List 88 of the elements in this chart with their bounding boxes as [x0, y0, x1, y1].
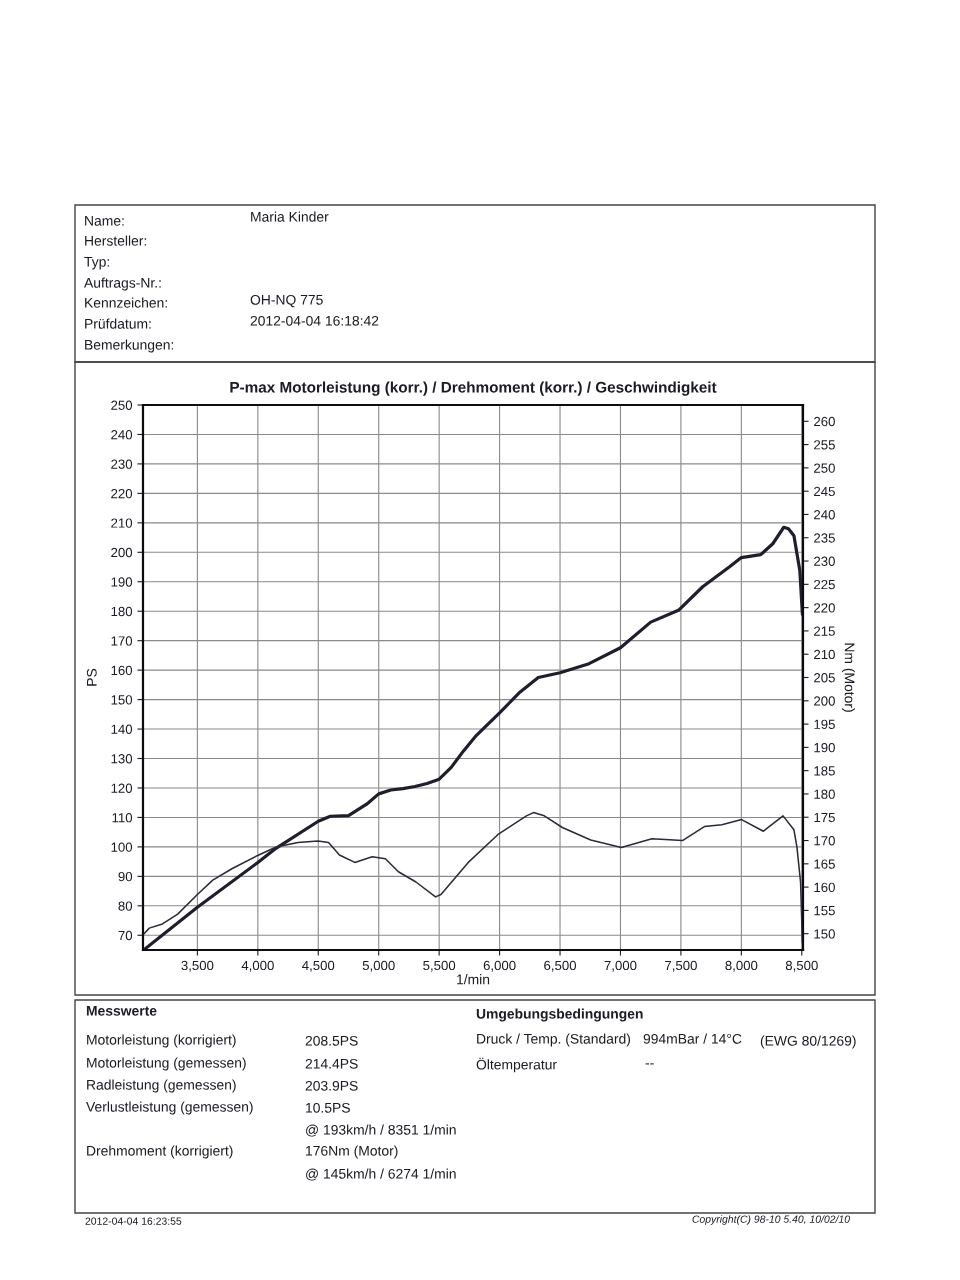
- text: Motorleistung (gemessen): [87, 1057, 246, 1071]
- x-tick-label: 6,000: [483, 960, 516, 972]
- y-tick-label: 130: [111, 754, 133, 764]
- y-tick-label: 80: [118, 901, 133, 911]
- y2-tick-label: 190: [814, 742, 835, 753]
- text: 203.9PS: [305, 1080, 358, 1091]
- text: Umgebungsbedingungen: [476, 1008, 643, 1022]
- y2-tick-label: 155: [814, 906, 835, 916]
- y2-tick-label: 260: [814, 416, 835, 427]
- y-tick-label: 190: [111, 577, 133, 587]
- text: 176Nm (Motor): [306, 1145, 398, 1159]
- text: OH-NQ 775: [250, 294, 323, 308]
- text: Prüfdatum:: [85, 318, 151, 329]
- y2-tick-label: 225: [814, 579, 835, 590]
- text: @ 145km/h / 6274 1/min: [306, 1168, 456, 1181]
- text: Kennzeichen:: [85, 297, 167, 308]
- y2-tick-label: 175: [814, 812, 835, 823]
- y2-tick-label: 220: [814, 603, 835, 613]
- text: 214.4PS: [305, 1058, 358, 1069]
- y-tick-label: 100: [111, 842, 133, 852]
- y2-axis-title: Nm (Motor): [841, 643, 855, 712]
- text: Verlustleistung (gemessen): [86, 1101, 253, 1115]
- text: Drehmoment (korrigiert): [87, 1145, 233, 1159]
- x-axis-title: 1/min: [457, 974, 490, 985]
- y2-tick-label: 215: [814, 626, 835, 636]
- x-tick-label: 4,000: [241, 960, 274, 972]
- x-tick-label: 4,500: [302, 960, 335, 972]
- text: 10.5PS: [306, 1102, 350, 1113]
- y2-tick-label: 195: [814, 719, 835, 729]
- y2-tick-label: 210: [814, 649, 835, 660]
- y2-tick-label: 165: [814, 859, 835, 869]
- y-tick-label: 220: [111, 488, 133, 499]
- text: @ 193km/h / 8351 1/min: [306, 1124, 456, 1137]
- y-tick-label: 150: [111, 695, 133, 705]
- y2-tick-label: 240: [814, 510, 835, 520]
- text: 2012-04-04 16:23:55: [85, 1217, 182, 1225]
- y2-tick-label: 235: [814, 533, 835, 543]
- text: Motorleistung (korrigiert): [87, 1034, 236, 1048]
- y2-tick-label: 250: [814, 463, 835, 473]
- text: Maria Kinder: [251, 211, 329, 222]
- y2-tick-label: 180: [814, 789, 835, 799]
- text: Typ:: [84, 257, 109, 270]
- y-tick-label: 210: [111, 518, 133, 528]
- y-tick-label: 230: [111, 459, 133, 469]
- y-tick-label: 120: [111, 783, 133, 793]
- y-tick-label: 110: [112, 813, 133, 823]
- y-tick-label: 70: [118, 930, 133, 941]
- x-tick-label: 8,500: [785, 960, 818, 972]
- text: Radleistung (gemessen): [87, 1079, 236, 1093]
- y-tick-label: 180: [111, 606, 133, 617]
- y-tick-label: 240: [111, 430, 133, 440]
- chart-title: P-max Motorleistung (korr.) / Drehmoment (korr.) / Geschwindigkeit: [230, 381, 717, 396]
- x-tick-label: 7,500: [665, 960, 697, 972]
- text: Auftrags-Nr.:: [84, 277, 161, 291]
- y-tick-label: 250: [111, 400, 133, 410]
- x-tick-label: 5,000: [362, 960, 395, 972]
- y-tick-label: 140: [111, 724, 133, 734]
- text: --: [645, 1063, 654, 1065]
- text: Name:: [85, 216, 124, 226]
- x-tick-label: 7,000: [604, 960, 637, 972]
- text: Bemerkungen:: [85, 339, 174, 353]
- text: Copyright(C) 98-10 5.40, 10/02/10: [692, 1215, 850, 1225]
- text: Messwerte: [86, 1006, 157, 1016]
- y2-tick-label: 150: [814, 929, 835, 939]
- y2-tick-label: 160: [814, 882, 835, 893]
- text: 994mBar / 14°C: [643, 1033, 742, 1044]
- y2-tick-label: 230: [814, 556, 835, 566]
- y-tick-label: 200: [111, 547, 133, 558]
- x-tick-label: 8,000: [725, 960, 758, 972]
- y2-tick-label: 245: [814, 486, 835, 497]
- y-tick-label: 170: [111, 636, 133, 646]
- text: Hersteller:: [85, 235, 147, 246]
- y2-tick-label: 185: [814, 766, 835, 776]
- y-tick-label: 90: [118, 871, 133, 882]
- text: 208.5PS: [305, 1035, 358, 1046]
- x-tick-label: 6,500: [544, 960, 577, 972]
- y-axis-title: PS: [86, 668, 97, 686]
- y2-tick-label: 170: [814, 836, 835, 846]
- y2-tick-label: 255: [814, 440, 835, 450]
- text: (EWG 80/1269): [760, 1035, 856, 1049]
- y2-tick-label: 200: [814, 696, 835, 706]
- y-tick-label: 160: [111, 665, 133, 676]
- x-tick-label: 5,500: [423, 960, 456, 972]
- text: Öltemperatur: [476, 1057, 557, 1073]
- y2-tick-label: 205: [814, 673, 835, 683]
- x-tick-label: 3,500: [181, 960, 214, 972]
- text: 2012-04-04 16:18:42: [250, 315, 379, 326]
- text: Druck / Temp. (Standard): [477, 1033, 631, 1047]
